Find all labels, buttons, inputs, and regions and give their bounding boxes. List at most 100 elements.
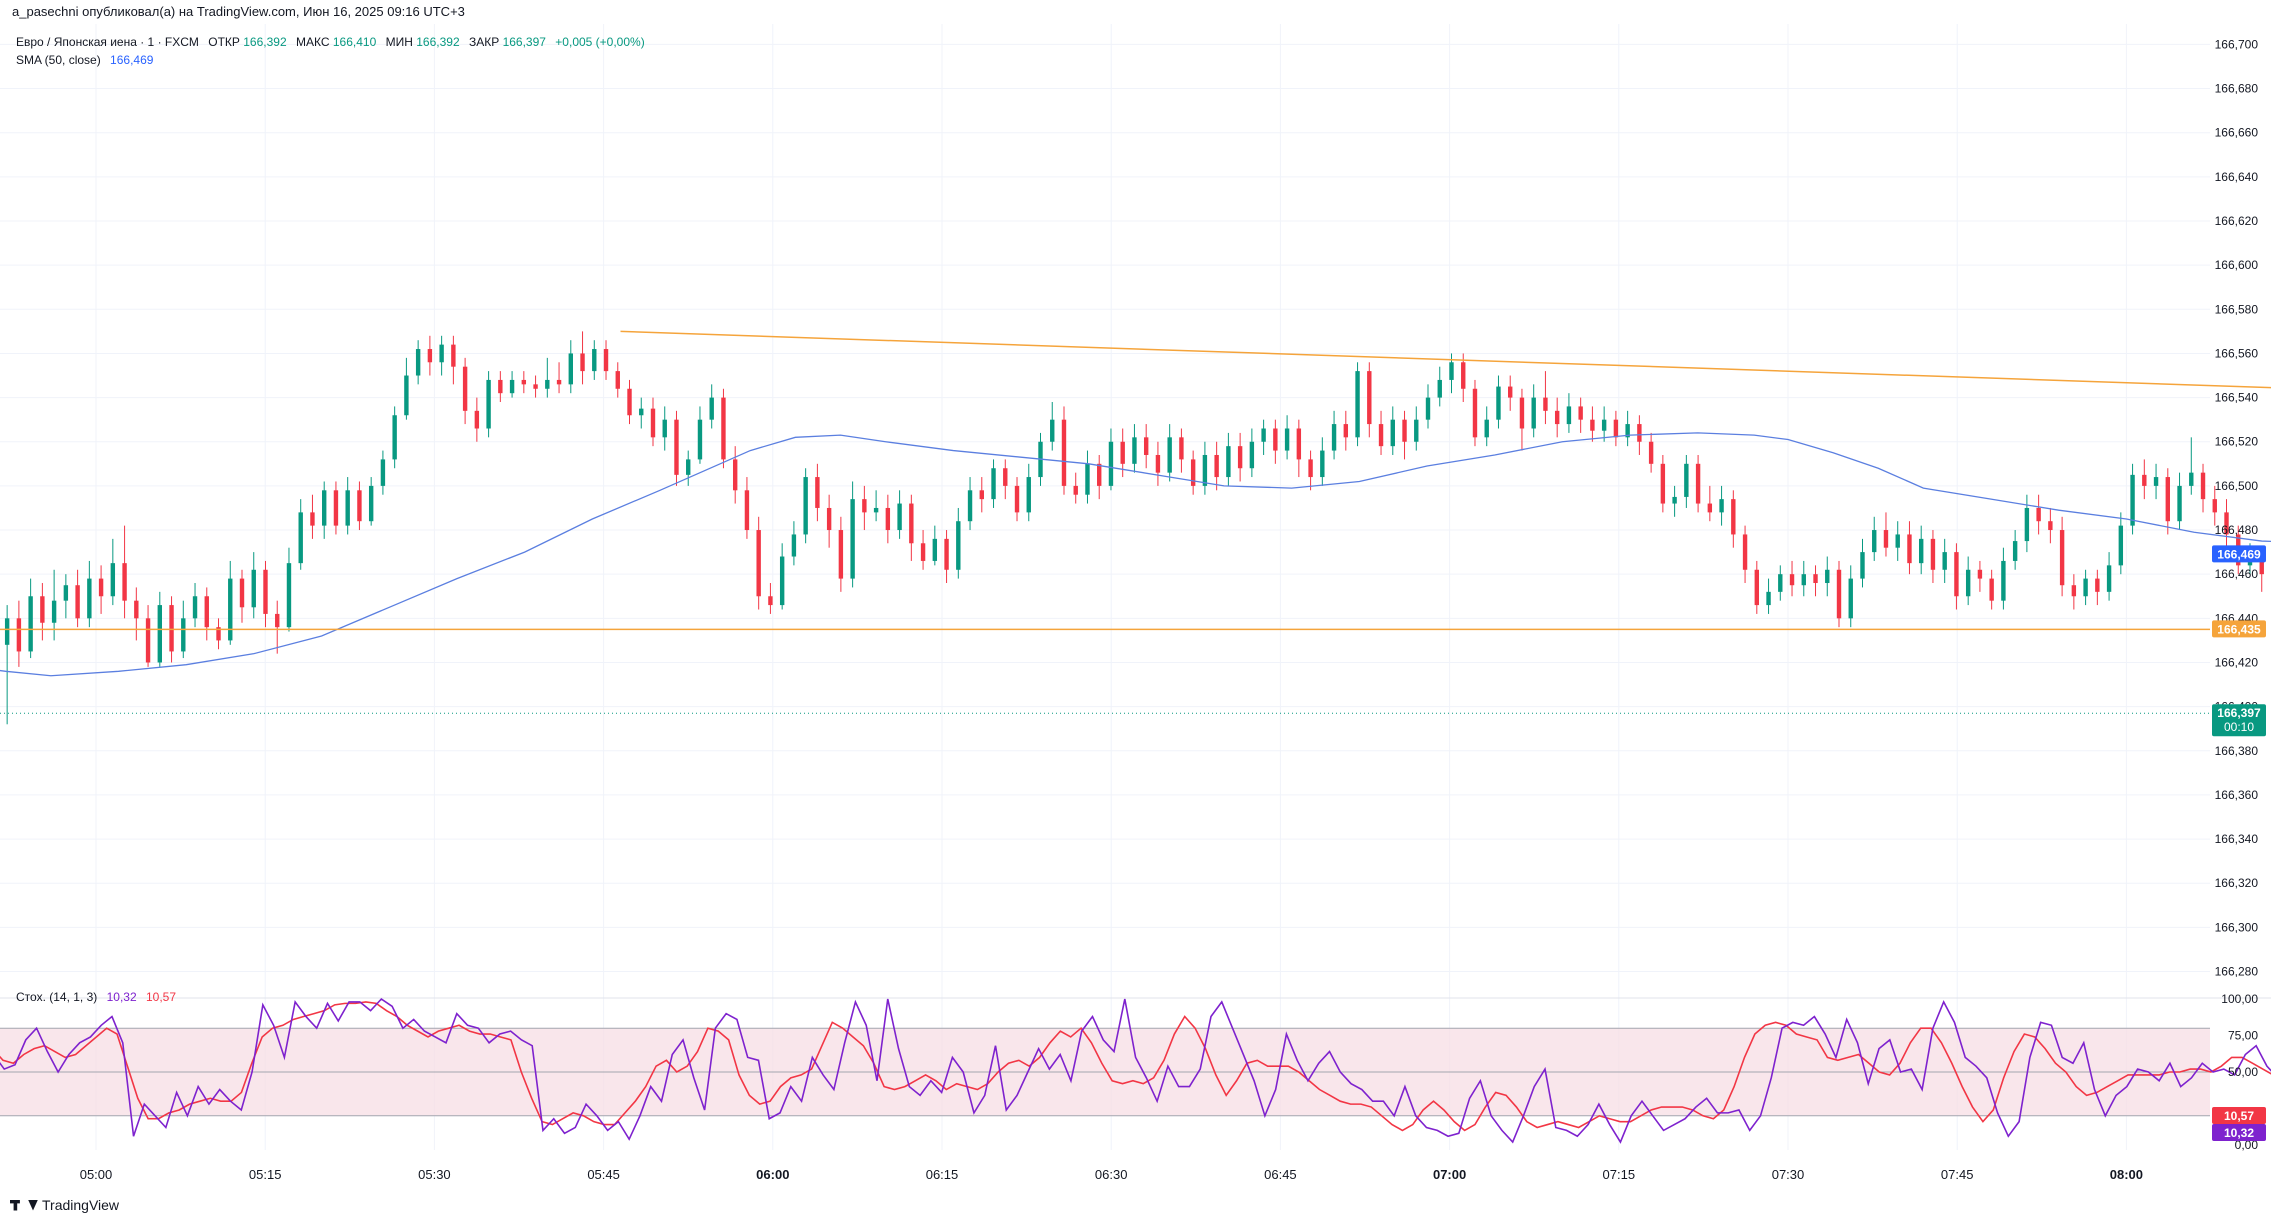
candle <box>1578 397 1583 433</box>
candle-body <box>1179 437 1184 460</box>
candle <box>1003 459 1008 500</box>
legend-low-label: МИН <box>386 35 413 49</box>
price-tag: 166,469 <box>2212 545 2266 563</box>
candle-body <box>498 379 503 394</box>
candle <box>427 335 433 376</box>
price-tag-bg <box>2212 545 2266 563</box>
candle-body <box>286 563 292 628</box>
candle <box>1919 525 1924 575</box>
candle <box>956 507 961 579</box>
candle <box>768 583 773 614</box>
candle <box>1742 525 1748 584</box>
candle <box>615 362 620 398</box>
candle <box>1836 560 1842 628</box>
candle-body <box>1531 397 1536 429</box>
candle-body <box>1097 463 1102 486</box>
candle-body <box>979 490 984 500</box>
time-tick-label: 06:00 <box>756 1167 789 1182</box>
candle-body <box>439 344 444 363</box>
candle-body <box>75 585 80 619</box>
candle-body <box>298 512 303 564</box>
sma-line <box>0 432 2271 677</box>
candle <box>1566 393 1572 433</box>
candle-body <box>1061 419 1067 486</box>
price-tag-bg <box>2212 704 2266 737</box>
footer-brand[interactable]: TradingView <box>10 1193 119 1217</box>
candle-body <box>98 578 104 597</box>
candle <box>134 587 139 641</box>
price-tick-label: 166,640 <box>2215 170 2259 184</box>
candle-body <box>756 530 761 597</box>
candle <box>603 340 609 380</box>
candle-body <box>1414 419 1419 442</box>
candle <box>1625 410 1630 447</box>
candle-body <box>1308 459 1313 478</box>
candle <box>744 477 750 539</box>
candle-body <box>1437 379 1442 398</box>
candle-body <box>1695 463 1701 504</box>
legend-stoch-label: Стох. (14, 1, 3) <box>16 990 97 1004</box>
candle-body <box>1930 538 1936 570</box>
candle <box>1601 406 1607 442</box>
candle <box>122 525 127 619</box>
legend: Евро / Японская иена · 1 · FXCM ОТКР 166… <box>16 35 645 1004</box>
candle-body <box>1143 437 1149 455</box>
time-tick-label: 07:00 <box>1433 1167 1466 1182</box>
candle <box>2083 569 2088 606</box>
candle-body <box>956 521 961 570</box>
candle-body <box>110 563 116 597</box>
candle <box>298 499 303 570</box>
candle <box>1496 375 1501 429</box>
publish-header: a_pasechni опубликовал(а) на TradingView… <box>0 0 2271 24</box>
time-axis[interactable]: 05:00 05:15 05:30 05:45 06:00 06:15 06:30 06:45… <box>80 1167 2271 1182</box>
candle-body <box>1508 386 1513 398</box>
candle-body <box>1554 410 1560 425</box>
candle-body <box>263 569 268 614</box>
candle <box>1132 424 1137 473</box>
candle-body <box>2095 578 2100 592</box>
candle <box>1284 415 1290 460</box>
candle <box>991 459 996 508</box>
candle-body <box>474 410 480 429</box>
price-tag-text: 166,435 <box>2217 622 2261 636</box>
candle-body <box>1331 424 1337 451</box>
candle-body <box>145 618 151 663</box>
tradingview-logo-icon <box>10 1199 20 1211</box>
candle <box>1954 543 1959 610</box>
candle <box>509 371 515 398</box>
candle-body <box>63 585 69 601</box>
candle <box>345 477 350 535</box>
candle <box>1860 538 1865 588</box>
trendline[interactable] <box>620 330 2271 419</box>
candle-body <box>2106 565 2112 592</box>
candle <box>1343 410 1349 451</box>
candle-body <box>1425 397 1431 420</box>
stoch-tick-label: 100,00 <box>2221 992 2258 1006</box>
candle-body <box>1449 362 1454 380</box>
candle-body <box>1907 534 1912 564</box>
price-axis[interactable]: 166,700 166,680 166,660 166,640 166,620 166,6… <box>2215 37 2259 978</box>
candle-body <box>545 379 550 389</box>
chart-canvas[interactable]: $ 166,700166,680166,660166,640166,620166… <box>0 24 2271 1190</box>
candle-body <box>122 563 127 601</box>
candle <box>462 357 468 425</box>
candle-body <box>1050 419 1055 442</box>
candle <box>263 560 268 628</box>
candle <box>1367 362 1372 438</box>
candle <box>2212 485 2217 526</box>
candle <box>650 397 656 447</box>
candle <box>1143 424 1149 469</box>
candle <box>1085 450 1090 504</box>
price-tick-label: 166,500 <box>2215 479 2259 493</box>
candle <box>204 587 209 641</box>
candle <box>2224 499 2229 548</box>
candle-body <box>592 349 597 372</box>
candle <box>1883 512 1889 557</box>
candle-body <box>2083 578 2088 597</box>
stoch-axis[interactable]: 100,00 75,00 50,00 0,00 <box>2221 992 2258 1152</box>
price-tick-label: 166,680 <box>2215 82 2259 96</box>
candle-body <box>392 415 397 460</box>
candle <box>28 578 33 659</box>
time-tick-label: 05:15 <box>249 1167 282 1182</box>
